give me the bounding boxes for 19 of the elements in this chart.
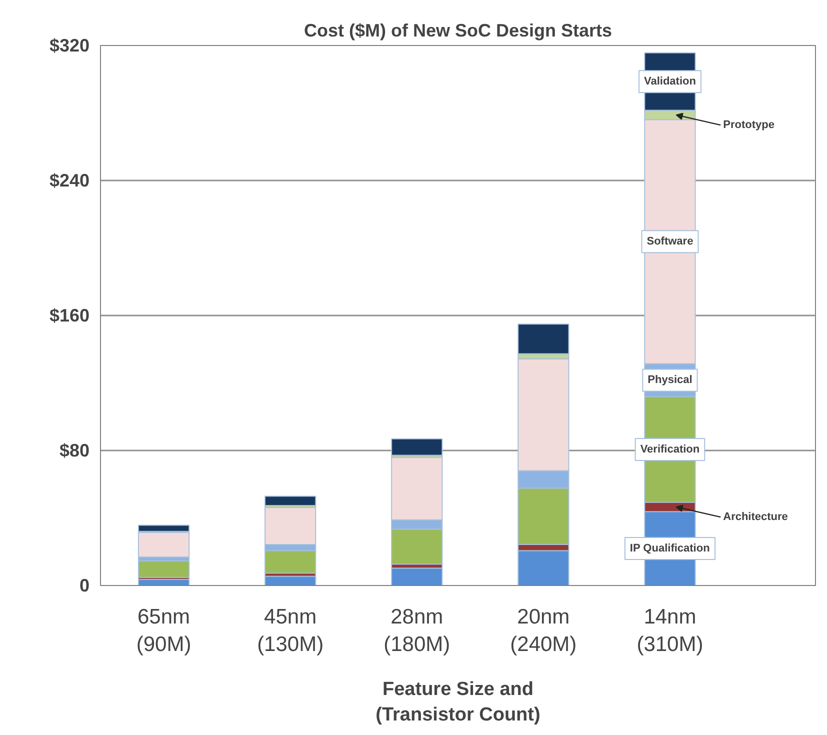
y-tick-label: $160 (49, 306, 90, 326)
series-label: IP Qualification (630, 542, 710, 555)
x-tick-label: 20nm (240M) (510, 606, 577, 656)
series-label: Verification (640, 443, 700, 456)
series-label: Physical (648, 374, 692, 386)
series-label: Validation (644, 76, 696, 88)
text: Architecture (723, 511, 788, 524)
text: Prototype (723, 119, 774, 132)
x-tick-label: 65nm (90M) (136, 606, 192, 656)
y-tick-label: $80 (59, 440, 90, 460)
series-label: Software (646, 236, 694, 248)
y-tick-label: $240 (49, 170, 90, 190)
x-axis-title: Feature Size and (Transistor Count) (376, 679, 540, 726)
chart-title: Cost ($M) of New SoC Design Starts (304, 20, 612, 40)
x-tick-label: 14nm (310M) (636, 606, 704, 656)
x-tick-label: 28nm (180M) (384, 606, 450, 656)
x-tick-label: 45nm (130M) (257, 606, 324, 656)
y-tick-label: $320 (49, 36, 90, 56)
y-tick-label: 0 (79, 576, 90, 596)
